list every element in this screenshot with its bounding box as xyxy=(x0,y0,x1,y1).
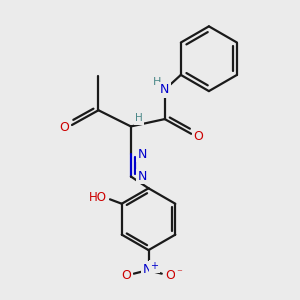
Text: O: O xyxy=(194,130,203,143)
Text: O: O xyxy=(60,122,70,134)
Text: N: N xyxy=(160,83,169,96)
Text: O: O xyxy=(165,268,175,282)
Text: HO: HO xyxy=(89,191,107,204)
Text: N: N xyxy=(142,263,152,276)
Text: N: N xyxy=(137,170,147,183)
Text: H: H xyxy=(135,113,143,123)
Text: O: O xyxy=(122,268,131,282)
Text: ⁻: ⁻ xyxy=(176,269,182,279)
Text: H: H xyxy=(153,77,161,87)
Text: +: + xyxy=(150,261,158,271)
Text: N: N xyxy=(137,148,147,161)
